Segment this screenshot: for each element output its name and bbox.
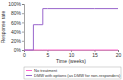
y-tick: 0%: [14, 47, 24, 53]
x-tick: 20: [116, 50, 122, 58]
y-tick-label: 100%: [8, 1, 21, 7]
y-tick: 60%: [11, 20, 24, 26]
legend: No treatmentDMW with options (as DMW for…: [24, 67, 121, 79]
y-tick-label: 60%: [11, 20, 22, 26]
y-tick-mark: [22, 22, 24, 23]
x-tick-label: 20: [116, 52, 122, 58]
y-tick: 80%: [11, 10, 24, 16]
x-tick: 5: [47, 50, 50, 58]
legend-swatch: [26, 75, 32, 76]
axis-line: [22, 5, 25, 51]
plot-area: [24, 9, 118, 50]
y-tick-mark: [22, 13, 24, 14]
series-line: [24, 9, 118, 50]
x-tick-label: 15: [92, 52, 98, 58]
y-tick-label: 40%: [11, 29, 22, 35]
y-tick-label: 20%: [11, 38, 22, 44]
x-axis: 0 5 10 15 20: [23, 50, 121, 58]
x-tick-label: 0: [23, 52, 26, 58]
legend-box: [24, 67, 121, 79]
y-tick: 100%: [8, 1, 24, 7]
x-tick: 0: [23, 50, 26, 58]
y-tick-mark: [22, 41, 24, 42]
y-tick-mark: [22, 50, 24, 51]
x-tick: 10: [69, 50, 75, 58]
y-tick: 20%: [11, 38, 24, 44]
y-tick-label: 0%: [14, 47, 22, 53]
legend-label: DMW with options (as DMW for non-respond…: [34, 73, 121, 78]
legend-swatch: [26, 70, 32, 71]
chart: 0 5 10 15 20 0% 20% 40% 60% 80% 100% Time (weeks) Re…: [0, 0, 123, 80]
x-tick-label: 5: [47, 52, 50, 58]
x-tick-label: 10: [69, 52, 75, 58]
y-tick-label: 80%: [11, 10, 22, 16]
x-tick: 15: [92, 50, 98, 58]
series-line: [24, 50, 118, 51]
y-axis: 0% 20% 40% 60% 80% 100%: [8, 1, 24, 53]
y-tick-mark: [22, 32, 24, 33]
y-tick: 40%: [11, 29, 24, 35]
y-tick-mark: [22, 4, 24, 5]
y-axis-title: Response rate: [0, 11, 6, 44]
x-axis-title: Time (weeks): [56, 58, 86, 64]
